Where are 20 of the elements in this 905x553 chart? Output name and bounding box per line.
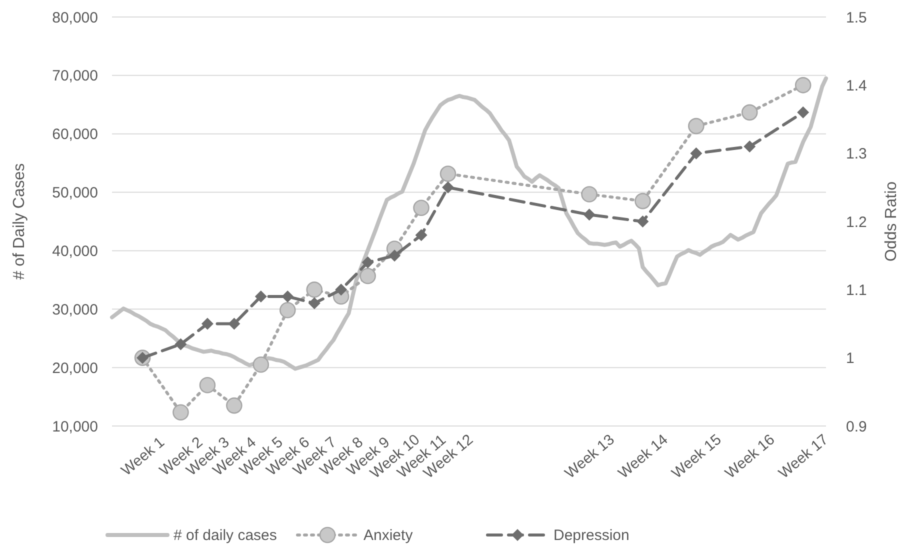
y2-tick-label: 1.3: [846, 146, 867, 163]
y-tick-label: 70,000: [52, 68, 98, 85]
y2-tick-label: 1.2: [846, 214, 867, 231]
y2-tick-label: 1.1: [846, 282, 867, 299]
y2-tick-label: 1.5: [846, 9, 867, 26]
y-tick-label: 10,000: [52, 418, 98, 436]
y-tick-label: 50,000: [52, 184, 98, 202]
y-tick-label: 80,000: [52, 9, 98, 26]
y2-tick-label: 1.4: [846, 77, 867, 94]
legend-label: Depression: [554, 527, 630, 544]
y2-axis-title: Odds Ratio: [883, 181, 900, 262]
y-tick-label: 60,000: [52, 126, 98, 144]
y2-tick-label: 0.9: [846, 418, 867, 436]
y-tick-label: 20,000: [52, 360, 98, 377]
y-tick-label: 40,000: [52, 242, 98, 260]
y-axis-title: # of Daily Cases: [11, 163, 28, 280]
legend-label: Anxiety: [364, 527, 414, 544]
legend-label: # of daily cases: [174, 527, 277, 544]
y2-tick-label: 1: [846, 350, 854, 368]
y-tick-label: 30,000: [52, 301, 98, 318]
